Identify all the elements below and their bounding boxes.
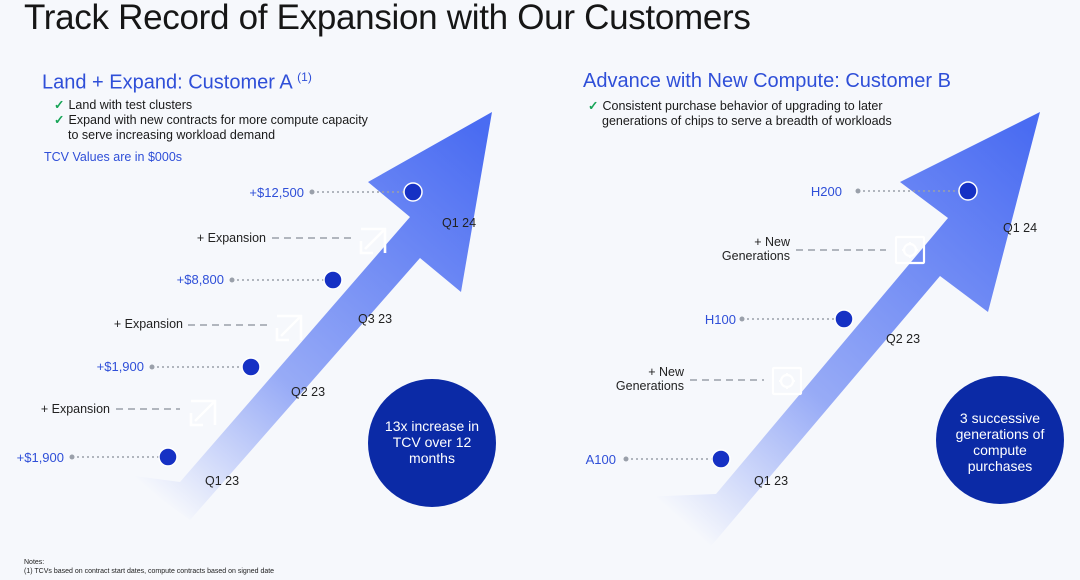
bullet-text: Land with test clusters (68, 98, 193, 112)
leader-dot (229, 277, 235, 283)
value-label-q2-23: +$1,900 (96, 359, 144, 374)
page-title: Track Record of Expansion with Our Custo… (24, 0, 751, 37)
value-label-q3-23: +$8,800 (176, 272, 224, 287)
leader-dot (69, 454, 75, 460)
expansion-label: + Expansion (40, 402, 110, 416)
expansion-label: + Expansion (113, 317, 183, 331)
new-generations-label: + New Generations (600, 365, 684, 393)
bullet-text: Expand with new contracts for more compu… (68, 113, 368, 127)
quarter-label: Q2 23 (291, 385, 326, 399)
milestone-dot-q1-24 (403, 182, 423, 202)
quarter-label: Q1 23 (754, 474, 789, 488)
chip-icon (771, 366, 803, 396)
check-icon: ✓ (54, 98, 65, 112)
check-icon: ✓ (54, 113, 65, 127)
chip-icon (894, 235, 926, 265)
quarter-label: Q1 23 (205, 474, 240, 488)
quarter-label: Q2 23 (886, 332, 921, 346)
bullet-text: Consistent purchase behavior of upgradin… (602, 99, 883, 113)
tcv-note: TCV Values are in $000s (44, 150, 183, 164)
value-label-q1-23: +$1,900 (16, 450, 64, 465)
customer-a-heading: Land + Expand: Customer A (1) (42, 70, 312, 95)
milestone-dot-q1-23 (158, 447, 178, 467)
chip-label-h200: H200 (810, 184, 842, 199)
new-generations-label: + New Generations (706, 235, 790, 263)
quarter-label: Q1 24 (1003, 221, 1038, 235)
customer-a-bullet-1: ✓ Land with test clusters (54, 98, 192, 113)
bullet-text-cont: to serve increasing workload demand (68, 128, 276, 142)
milestone-dot-q3-23 (323, 270, 343, 290)
leader-dot (623, 456, 629, 462)
expand-icon (189, 399, 217, 427)
expand-icon (359, 227, 387, 255)
customer-b-heading: Advance with New Compute: Customer B (583, 70, 951, 92)
customer-a-bullet-2: ✓ Expand with new contracts for more comp… (54, 113, 368, 143)
growth-arrow-right (640, 112, 1040, 552)
label-line: + New (754, 235, 790, 249)
leader-dot (739, 316, 745, 322)
customer-a-footnote-ref: (1) (297, 70, 312, 84)
notes-line-1: (1) TCVs based on contract start dates, … (24, 567, 275, 575)
quarter-label: Q3 23 (358, 312, 393, 326)
label-line: + New (648, 365, 684, 379)
customer-b-bullet-1: ✓ Consistent purchase behavior of upgradi… (588, 99, 892, 129)
chip-label-a100: A100 (585, 452, 616, 467)
label-line: Generations (721, 249, 790, 263)
milestone-dot-a100 (711, 449, 731, 469)
summary-text-right: 3 successive generations of compute purc… (955, 410, 1045, 474)
footnotes: Notes: (1) TCVs based on contract start … (24, 559, 274, 576)
notes-heading: Notes: (24, 559, 45, 566)
growth-arrow-left (127, 112, 492, 520)
leader-dot (309, 189, 315, 195)
bullet-text-cont: generations of chips to serve a breadth … (602, 114, 892, 128)
leader-dot (149, 364, 155, 370)
customer-a-heading-text: Land + Expand: Customer A (42, 71, 292, 94)
expansion-label: + Expansion (196, 231, 266, 245)
leader-dot (855, 188, 861, 194)
quarter-label: Q1 24 (442, 216, 477, 230)
label-line: Generations (615, 379, 684, 393)
summary-circle-right (936, 376, 1064, 504)
chip-label-h100: H100 (704, 312, 736, 327)
check-icon: ✓ (588, 99, 599, 113)
value-label-q1-24: +$12,500 (249, 185, 304, 200)
expand-icon (275, 314, 303, 342)
milestone-dot-h100 (834, 309, 854, 329)
milestone-dot-q2-23 (241, 357, 261, 377)
milestone-dot-h200 (958, 181, 978, 201)
summary-text-left: 13x increase in TCV over 12 months (384, 418, 480, 466)
summary-circle-left (368, 379, 496, 507)
